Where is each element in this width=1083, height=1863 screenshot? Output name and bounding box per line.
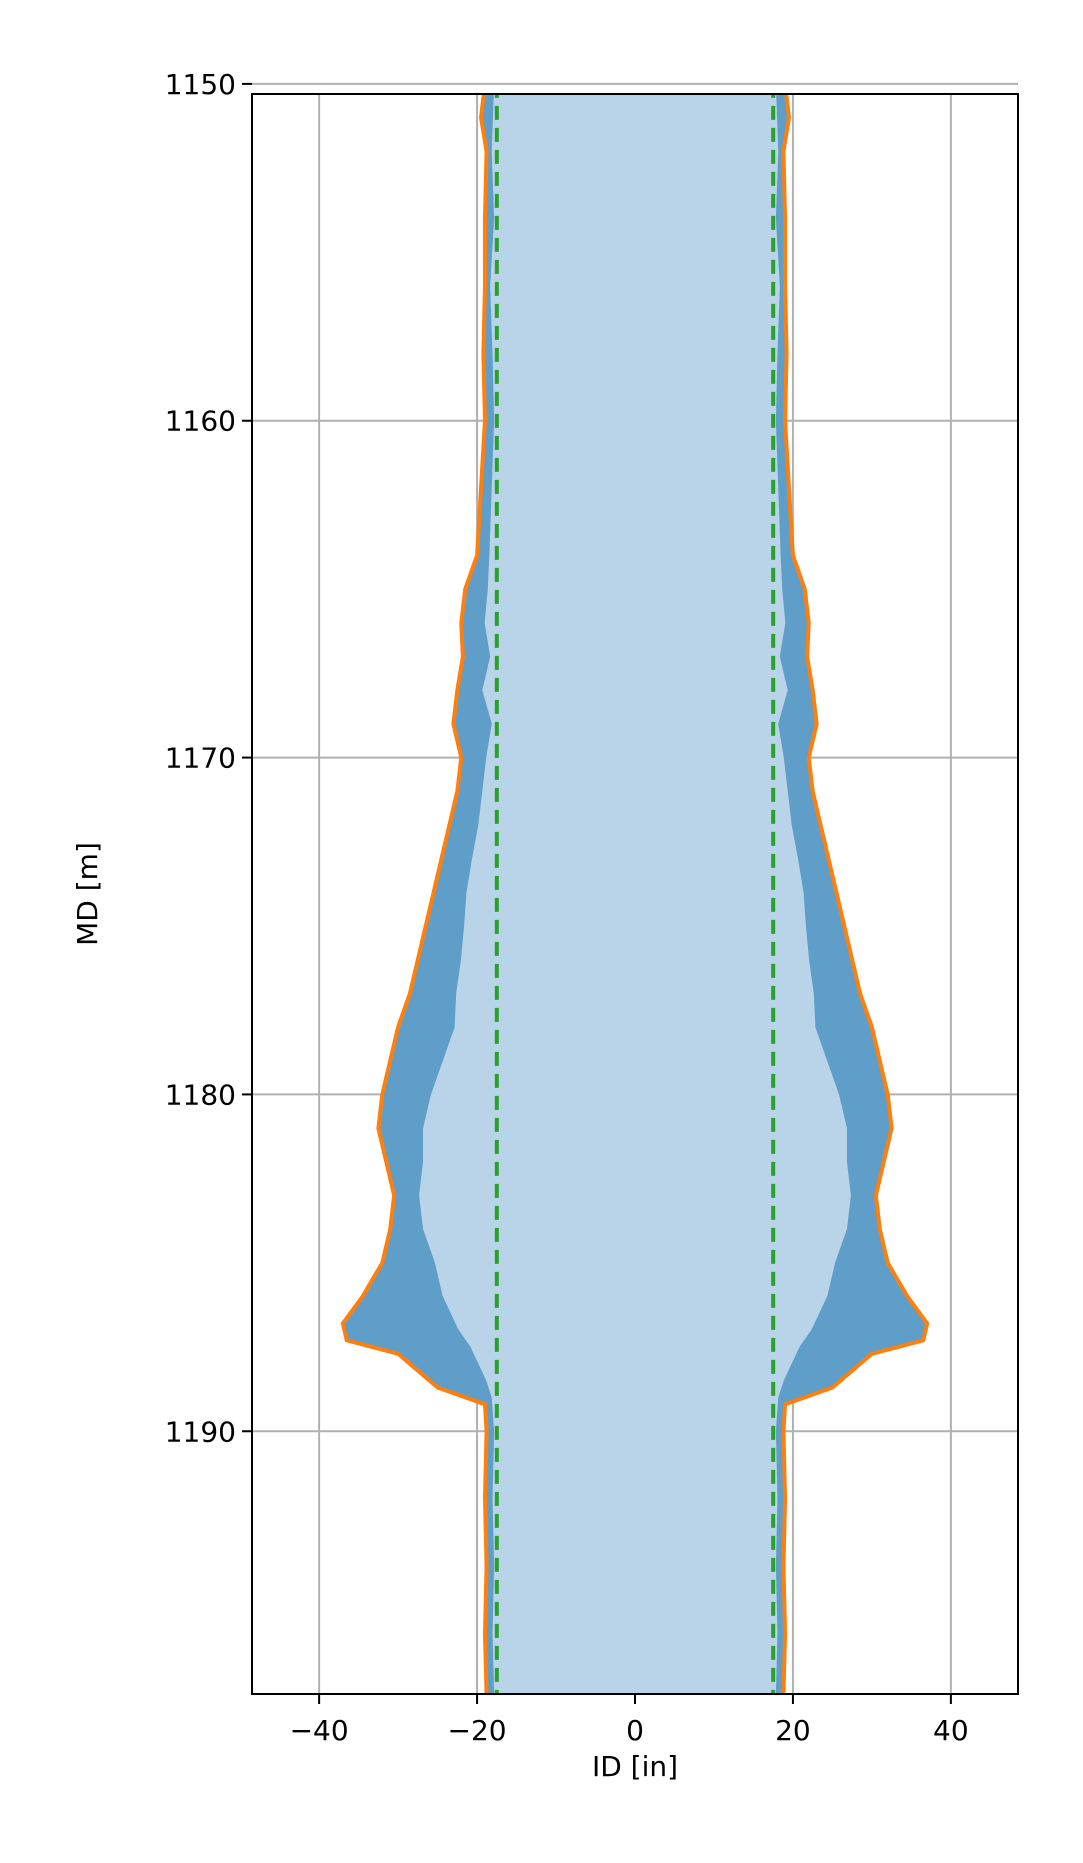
- y-tick-label: 1180: [165, 1078, 236, 1111]
- annulus-area-right: [777, 94, 928, 1694]
- inner-radius-line-left: [416, 94, 495, 1694]
- x-tick-label: −20: [448, 1714, 507, 1747]
- x-axis-label: ID [in]: [592, 1750, 678, 1783]
- y-axis-label: MD [m]: [71, 842, 104, 946]
- y-tick-label: 1150: [165, 68, 236, 101]
- y-tick-label: 1190: [165, 1415, 236, 1448]
- inner-bore-area: [417, 94, 853, 1694]
- outer-radius-line-left: [340, 94, 489, 1694]
- x-tick-label: −40: [290, 1714, 349, 1747]
- annulus-area-left: [342, 94, 493, 1694]
- axis-ticks: −40 −20 0 20 40 1150 1160 1170 1180 1190: [165, 68, 969, 1747]
- outer-radius-line-right: [781, 94, 930, 1694]
- x-tick-label: 40: [933, 1714, 969, 1747]
- y-tick-label: 1170: [165, 742, 236, 775]
- x-tick-label: 20: [775, 1714, 811, 1747]
- series-layer: [340, 94, 930, 1694]
- inner-radius-line-right: [775, 94, 854, 1694]
- x-tick-label: 0: [626, 1714, 644, 1747]
- y-tick-label: 1160: [165, 405, 236, 438]
